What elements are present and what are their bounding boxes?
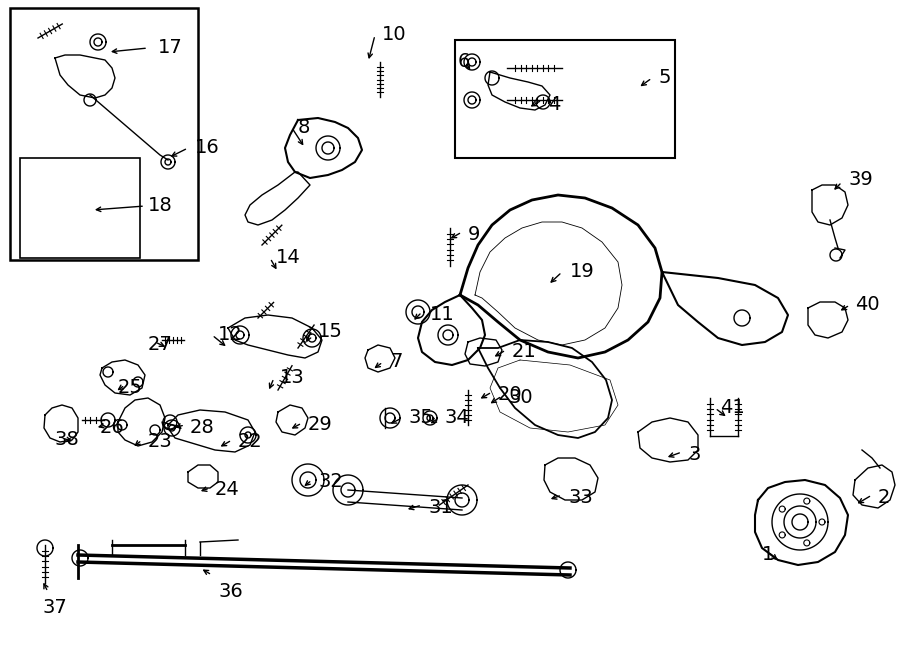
Text: 35: 35 (408, 408, 433, 427)
Text: 38: 38 (55, 430, 80, 449)
Text: 19: 19 (570, 262, 595, 281)
Bar (10, 8, 198, 260)
Text: 31: 31 (428, 498, 453, 517)
Text: 23: 23 (148, 432, 173, 451)
Text: 5: 5 (658, 68, 670, 87)
Text: 29: 29 (308, 415, 333, 434)
Text: 21: 21 (512, 342, 536, 361)
Text: 40: 40 (855, 295, 879, 314)
Text: 27: 27 (148, 335, 173, 354)
Text: 4: 4 (548, 95, 561, 114)
Text: 30: 30 (508, 388, 533, 407)
Text: 8: 8 (298, 118, 310, 137)
Text: 11: 11 (430, 305, 454, 324)
Text: 1: 1 (762, 545, 774, 564)
Text: 39: 39 (848, 170, 873, 189)
Text: 13: 13 (280, 368, 305, 387)
Text: 7: 7 (390, 352, 402, 371)
Text: 33: 33 (568, 488, 593, 507)
Text: 17: 17 (158, 38, 183, 57)
Text: 25: 25 (118, 378, 143, 397)
Bar (455, 40, 675, 158)
Text: 16: 16 (195, 138, 220, 157)
Text: 20: 20 (498, 385, 523, 404)
Text: 34: 34 (445, 408, 470, 427)
Text: 28: 28 (190, 418, 215, 437)
Text: 14: 14 (276, 248, 301, 267)
Text: 32: 32 (318, 472, 343, 491)
Text: 18: 18 (148, 196, 173, 215)
Text: 6: 6 (458, 52, 471, 71)
Text: 10: 10 (382, 25, 407, 44)
Text: 36: 36 (218, 582, 243, 601)
Text: 41: 41 (720, 398, 745, 417)
Text: 15: 15 (318, 322, 343, 341)
Text: 3: 3 (688, 445, 700, 464)
Text: 2: 2 (878, 488, 890, 507)
Text: 37: 37 (42, 598, 67, 617)
Text: 22: 22 (238, 432, 263, 451)
Text: 9: 9 (468, 225, 481, 244)
Text: 26: 26 (100, 418, 125, 437)
Text: 12: 12 (218, 325, 243, 344)
Text: 24: 24 (215, 480, 239, 499)
Bar (20, 158, 140, 258)
